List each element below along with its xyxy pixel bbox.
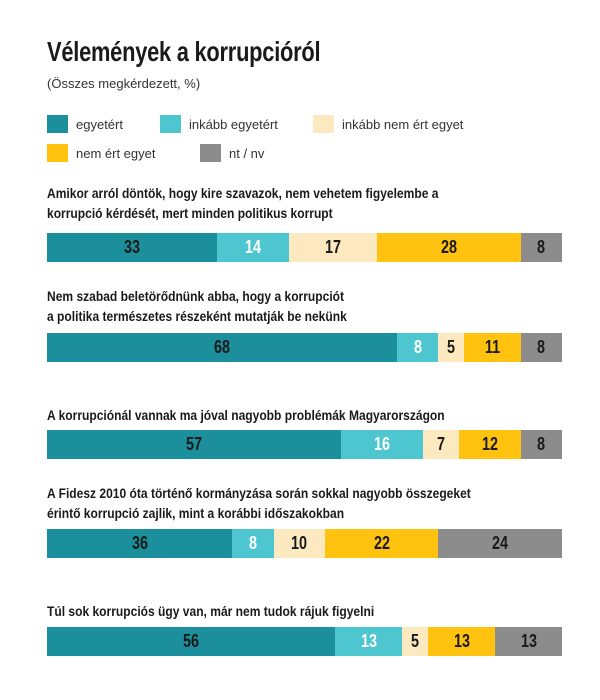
- legend-swatch: [200, 144, 221, 162]
- legend-label: nt / nv: [229, 145, 265, 161]
- data-label: 12: [481, 434, 498, 454]
- data-label: 8: [413, 337, 422, 357]
- bar-segment: [438, 333, 465, 362]
- data-label: 56: [183, 631, 200, 651]
- stacked-bar: 57 16 7 12 8: [47, 430, 562, 459]
- bar-segment: [495, 627, 562, 656]
- legend-label: nem ért egyet: [76, 145, 156, 161]
- data-label: 16: [373, 434, 390, 454]
- data-label: 17: [324, 237, 341, 257]
- bar-segment: [520, 333, 562, 362]
- question-label: Túl sok korrupciós ügy van, már nem tudo…: [47, 601, 580, 621]
- bar-segment: [397, 333, 439, 362]
- data-label: 8: [248, 533, 257, 553]
- question-label: Amikor arról döntök, hogy kire szavazok,…: [47, 183, 580, 223]
- data-label: 8: [537, 337, 546, 357]
- legend-swatch: [313, 115, 334, 133]
- legend-swatch: [47, 144, 68, 162]
- chart-subtitle: (Összes megkérdezett, %): [47, 76, 201, 91]
- legend-item: inkább nem ért egyet: [313, 115, 463, 133]
- bar-segment: [47, 333, 398, 362]
- bar-segment: [216, 233, 290, 262]
- data-label: 8: [537, 237, 546, 257]
- data-label: 68: [214, 337, 231, 357]
- bar-segment: [325, 529, 439, 558]
- chart-title: Vélemények a korrupcióról: [47, 36, 321, 67]
- legend-label: inkább nem ért egyet: [342, 116, 464, 132]
- legend-item: nt / nv: [200, 144, 264, 162]
- bar-segment: [289, 233, 377, 262]
- legend-swatch: [160, 115, 181, 133]
- stacked-bar: 56 13 5 13 13: [47, 627, 562, 656]
- legend-swatch: [47, 115, 68, 133]
- bar-segment: [520, 430, 562, 459]
- data-label: 22: [373, 533, 390, 553]
- bar-segment: [47, 430, 341, 459]
- bar-segment: [232, 529, 274, 558]
- data-label: 13: [453, 631, 470, 651]
- question-line: A Fidesz 2010 óta történő kormányzása so…: [47, 485, 471, 501]
- data-label: 28: [440, 237, 457, 257]
- question-line: Túl sok korrupciós ügy van, már nem tudo…: [47, 603, 375, 619]
- data-label: 8: [537, 434, 546, 454]
- bar-segment: [340, 430, 423, 459]
- question-label: Nem szabad beletörődnünk abba, hogy a ko…: [47, 286, 580, 326]
- bar-segment: [422, 430, 459, 459]
- bar-segment: [459, 430, 521, 459]
- data-label: 10: [291, 533, 308, 553]
- bar-segment: [376, 233, 521, 262]
- question-label: A Fidesz 2010 óta történő kormányzása so…: [47, 483, 580, 523]
- question-line: A korrupciónál vannak ma jóval nagyobb p…: [47, 407, 445, 423]
- question-line: korrupció kérdését, mert minden politiku…: [47, 205, 333, 221]
- data-label: 36: [131, 533, 148, 553]
- stacked-bar: 36 8 10 22 24: [47, 529, 562, 558]
- question-line: a politika természetes részeként mutatjá…: [47, 308, 347, 324]
- bar-segment: [438, 529, 562, 558]
- data-label: 13: [520, 631, 537, 651]
- bar-segment: [464, 333, 521, 362]
- legend-item: nem ért egyet: [47, 144, 156, 162]
- question-line: Amikor arról döntök, hogy kire szavazok,…: [47, 185, 439, 201]
- bar-segment: [520, 233, 562, 262]
- bar-segment: [335, 627, 403, 656]
- data-label: 5: [411, 631, 420, 651]
- data-label: 5: [447, 337, 456, 357]
- stacked-bar: 68 8 5 11 8: [47, 333, 562, 362]
- legend-item: egyetért: [47, 115, 123, 133]
- bar-segment: [47, 627, 336, 656]
- data-label: 24: [492, 533, 509, 553]
- bar-segment: [402, 627, 429, 656]
- data-label: 11: [484, 337, 501, 357]
- question-line: érintő korrupció zajlik, mint a korábbi …: [47, 505, 345, 521]
- data-label: 7: [436, 434, 445, 454]
- legend-item: inkább egyetért: [160, 115, 278, 133]
- data-label: 57: [185, 434, 202, 454]
- bar-segment: [47, 233, 217, 262]
- question-line: Nem szabad beletörődnünk abba, hogy a ko…: [47, 288, 345, 304]
- legend-label: egyetért: [76, 116, 123, 132]
- stacked-bar: 33 14 17 28 8: [47, 233, 562, 262]
- question-label: A korrupciónál vannak ma jóval nagyobb p…: [47, 405, 580, 425]
- bar-segment: [273, 529, 326, 558]
- legend-label: inkább egyetért: [189, 116, 278, 132]
- bar-segment: [428, 627, 496, 656]
- data-label: 13: [360, 631, 377, 651]
- data-label: 14: [244, 237, 261, 257]
- bar-segment: [47, 529, 233, 558]
- data-label: 33: [123, 237, 140, 257]
